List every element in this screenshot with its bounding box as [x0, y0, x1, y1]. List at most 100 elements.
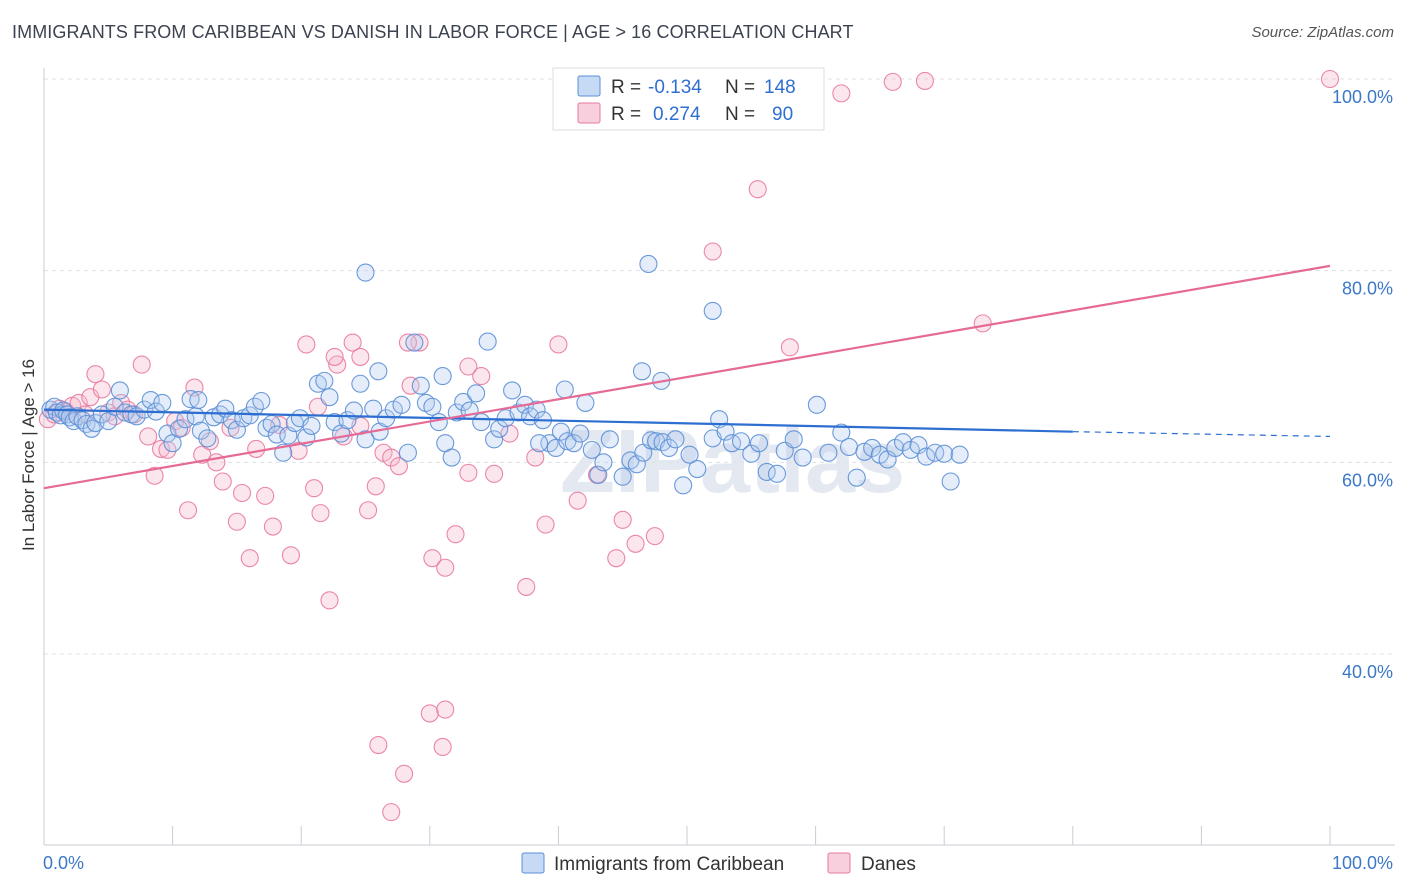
- y-axis-label: In Labor Force | Age > 16: [19, 359, 38, 551]
- danes-point-71: [325, 347, 344, 366]
- caribbean-point-98: [613, 467, 632, 486]
- caribbean-point-137: [935, 444, 954, 463]
- danes-legend-swatch: [577, 102, 601, 124]
- chart-title: IMMIGRANTS FROM CARIBBEAN VS DANISH IN L…: [12, 22, 854, 42]
- caribbean-point-78: [485, 430, 504, 449]
- trend-lines: [43, 264, 1331, 490]
- stats-n-value-1: 148: [764, 77, 796, 98]
- danes-point-32: [247, 439, 266, 458]
- caribbean-point-100: [627, 455, 646, 474]
- danes-point-39: [305, 479, 324, 498]
- caribbean-point-148: [189, 390, 208, 410]
- caribbean-point-118: [767, 464, 787, 483]
- caribbean-point-143: [369, 362, 388, 381]
- caribbean-point-97: [600, 430, 619, 449]
- caribbean-point-16: [110, 381, 129, 400]
- caribbean-point-94: [582, 440, 601, 459]
- caribbean-point-114: [731, 432, 751, 451]
- grid-lines: 40.0% 60.0% 80.0% 100.0%: [44, 78, 1395, 682]
- danes-point-29: [227, 512, 246, 531]
- caribbean-point-66: [411, 376, 430, 395]
- caribbean-point-135: [917, 447, 936, 466]
- caribbean-point-149: [941, 472, 960, 491]
- caribbean-point-116: [749, 434, 769, 453]
- stats-r-value-2: 0.274: [653, 104, 701, 125]
- danes-point-28: [221, 418, 240, 437]
- caribbean-point-75: [467, 384, 486, 403]
- danes-point-58: [485, 464, 504, 483]
- caribbean-point-38: [240, 406, 259, 425]
- danes-point-38: [297, 335, 316, 354]
- danes-point-31: [240, 549, 259, 568]
- stats-r-value-1: -0.134: [648, 77, 702, 98]
- danes-point-60: [517, 577, 536, 596]
- source-label: Source: ZipAtlas.com: [1251, 24, 1394, 41]
- caribbean-point-142: [703, 301, 722, 320]
- stats-n-label-1: N =: [725, 77, 755, 98]
- caribbean-point-28: [181, 390, 200, 409]
- stats-r-label-2: R =: [611, 104, 641, 125]
- danes-point-55: [446, 525, 465, 544]
- caribbean-point-63: [392, 395, 411, 414]
- danes-point-77: [420, 704, 439, 723]
- caribbean-point-77: [478, 332, 497, 351]
- caribbean-point-36: [227, 420, 246, 439]
- danes-point-84: [780, 338, 799, 357]
- caribbean-point-102: [641, 431, 661, 450]
- stats-n-label-2: N =: [725, 104, 755, 125]
- caribbean-point-121: [793, 448, 812, 467]
- caribbean-point-109: [688, 459, 707, 479]
- danes-point-88: [973, 314, 992, 333]
- danes-point-24: [193, 445, 212, 464]
- danes-point-76: [395, 764, 414, 783]
- caribbean-point-139: [530, 434, 549, 453]
- caribbean-trend-extension: [1072, 431, 1331, 438]
- danes-point-64: [568, 491, 587, 510]
- danes-point-61: [526, 448, 545, 467]
- danes-point-68: [626, 534, 645, 553]
- caribbean-point-81: [503, 381, 522, 400]
- caribbean-point-132: [893, 433, 913, 452]
- danes-point-63: [549, 335, 568, 354]
- x-tick-label-100: 100.0%: [1332, 853, 1393, 873]
- y-tick-label-80: 80.0%: [1342, 279, 1393, 299]
- caribbean-point-124: [832, 423, 851, 442]
- caribbean-point-107: [674, 476, 693, 495]
- danes-trend-line: [43, 264, 1331, 490]
- danes-point-33: [256, 486, 275, 505]
- caribbean-point-24: [158, 424, 177, 443]
- caribbean-point-89: [551, 422, 571, 441]
- danes-point-44: [343, 333, 362, 352]
- caribbean-point-85: [527, 400, 546, 419]
- caribbean-point-58: [356, 430, 375, 449]
- danes-point-72: [351, 347, 370, 366]
- danes-point-67: [613, 510, 632, 529]
- danes-point-75: [369, 735, 388, 755]
- caribbean-point-64: [398, 443, 417, 462]
- danes-point-57: [472, 367, 491, 386]
- caribbean-point-10: [77, 414, 96, 434]
- danes-point-41: [320, 591, 339, 610]
- danes-point-34: [263, 517, 282, 536]
- caribbean-point-128: [863, 438, 882, 458]
- caribbean-point-27: [176, 410, 195, 429]
- danes-point-89: [1320, 69, 1340, 89]
- bottom-legend: Immigrants from Caribbean Danes: [521, 852, 916, 875]
- danes-point-47: [366, 477, 385, 496]
- caribbean-point-40: [252, 391, 271, 411]
- danes-point-25: [200, 432, 219, 451]
- danes-point-16: [139, 427, 158, 446]
- caribbean-point-144: [433, 367, 452, 386]
- danes-point-78: [436, 700, 455, 719]
- caribbean-point-145: [632, 362, 652, 381]
- legend-label-caribbean: Immigrants from Caribbean: [554, 854, 784, 875]
- danes-point-56: [459, 463, 478, 482]
- caribbean-point-136: [926, 443, 945, 462]
- danes-point-46: [359, 501, 378, 520]
- danes-point-53: [423, 549, 442, 568]
- danes-point-83: [748, 180, 767, 199]
- danes-point-27: [213, 472, 232, 491]
- caribbean-point-122: [807, 395, 826, 414]
- danes-point-37: [289, 441, 308, 460]
- caribbean-point-106: [666, 430, 685, 449]
